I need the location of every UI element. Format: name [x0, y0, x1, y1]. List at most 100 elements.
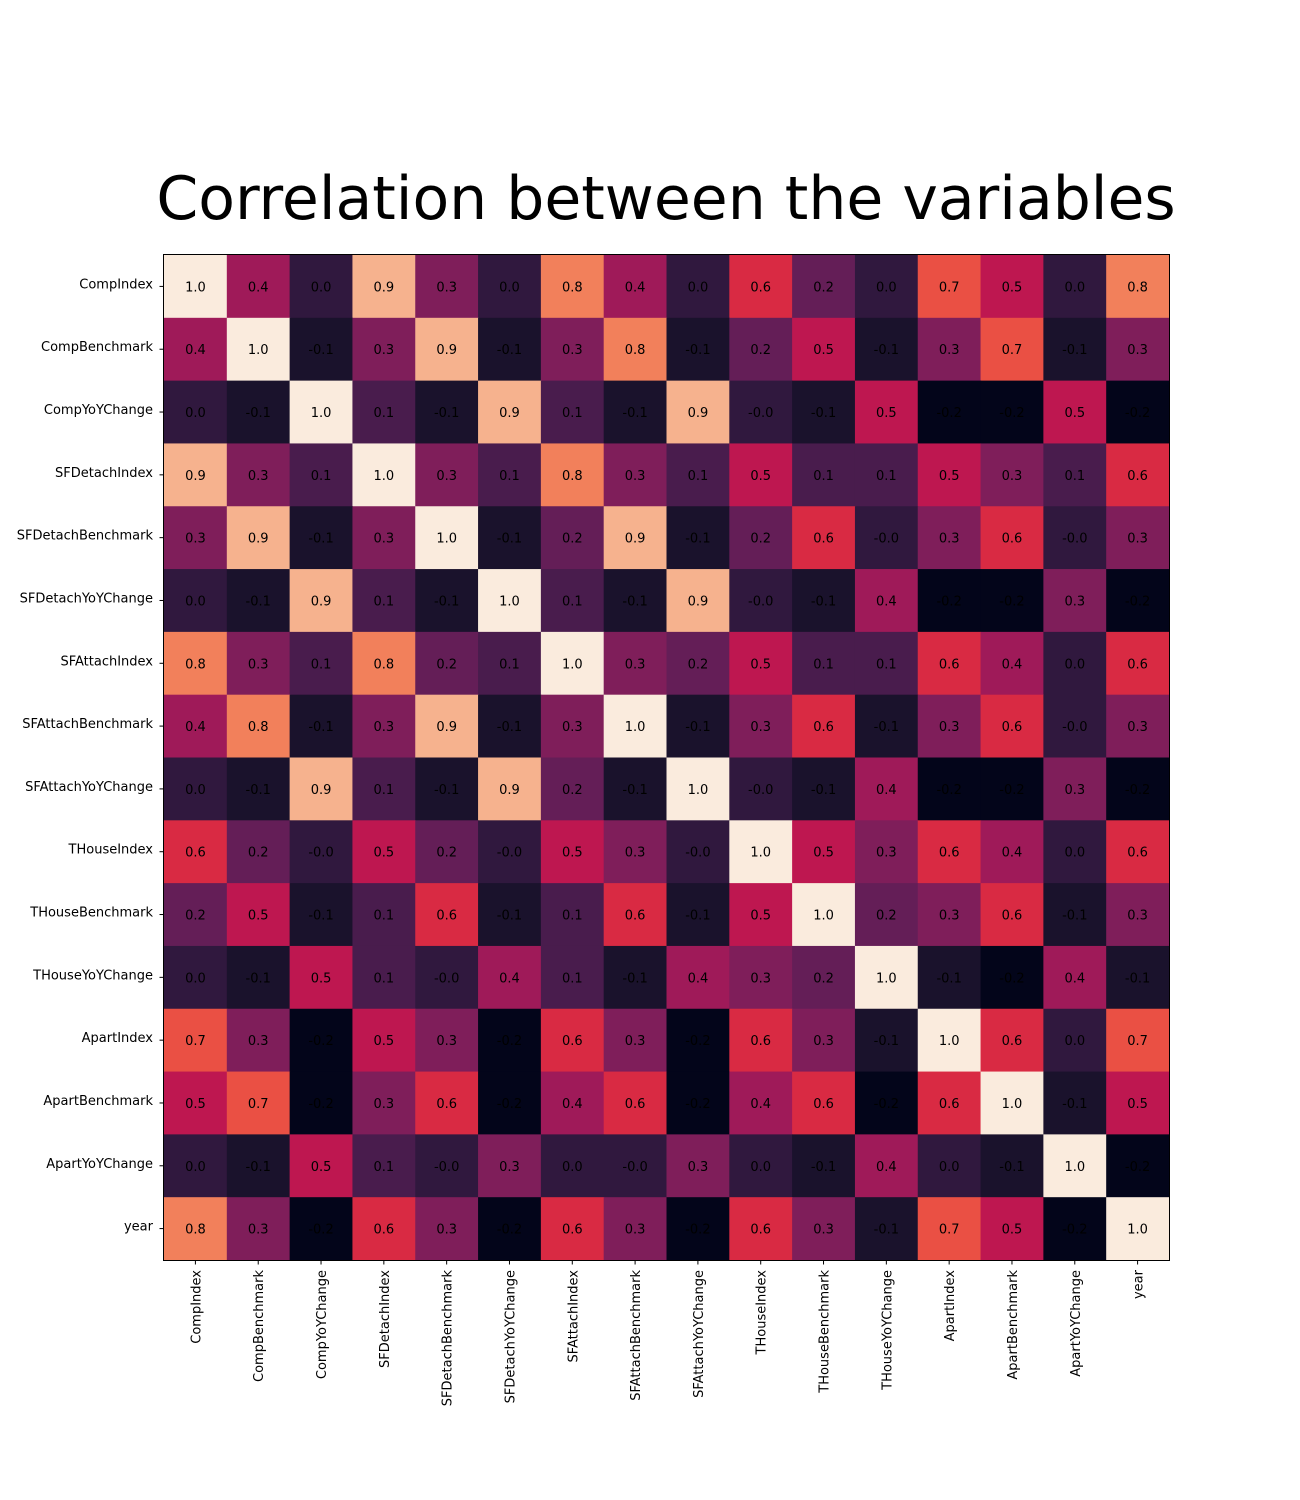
heatmap-cell	[917, 443, 982, 507]
heatmap-cell	[792, 1008, 856, 1073]
heatmap-cell	[478, 631, 542, 696]
cell-value-label: -0.2	[1062, 1223, 1087, 1238]
heatmap-cell	[415, 317, 479, 382]
heatmap-cell	[666, 757, 730, 821]
heatmap-cell	[854, 631, 919, 696]
heatmap-cell	[289, 631, 354, 696]
cell-value-label: 1.0	[185, 280, 206, 295]
cell-value-label: 0.4	[185, 343, 206, 358]
cell-value-label: -0.2	[308, 1223, 333, 1238]
heatmap-cell	[666, 1134, 730, 1198]
cell-value-label: -0.1	[685, 532, 710, 547]
cell-value-label: 0.1	[562, 909, 583, 924]
cell-value-label: 0.0	[688, 280, 709, 295]
cell-value-label: -0.1	[622, 971, 647, 986]
heatmap-cell	[917, 945, 982, 1010]
cell-value-label: 1.0	[1127, 1223, 1148, 1238]
heatmap-cell	[352, 569, 416, 633]
heatmap-cell	[352, 380, 416, 445]
heatmap-cell	[917, 694, 982, 759]
x-tick-label: THouseYoYChange	[880, 1270, 895, 1391]
cell-value-label: 0.2	[436, 657, 457, 672]
cell-value-label: -0.2	[1125, 406, 1150, 421]
heatmap-cell	[1106, 255, 1170, 319]
cell-value-label: -0.2	[308, 1034, 333, 1049]
cell-value-label: 0.0	[562, 1160, 583, 1175]
heatmap-cell	[164, 317, 228, 382]
heatmap-cell	[1106, 380, 1170, 445]
y-tick-label: year	[124, 1220, 154, 1235]
y-tick-label: THouseYoYChange	[32, 968, 153, 983]
heatmap-cell	[603, 443, 668, 507]
cell-value-label: 0.2	[876, 909, 897, 924]
heatmap-cell	[415, 1134, 479, 1198]
cell-value-label: 0.5	[1064, 406, 1085, 421]
cell-value-label: 0.7	[939, 280, 960, 295]
cell-value-label: 0.6	[813, 532, 834, 547]
heatmap-cell	[478, 569, 542, 633]
cell-value-label: -0.1	[434, 406, 459, 421]
y-tick-label: SFAttachYoYChange	[25, 780, 153, 795]
heatmap-cell	[729, 380, 793, 445]
cell-value-label: 0.4	[750, 1097, 771, 1112]
cell-value-label: 0.9	[688, 406, 709, 421]
cell-value-label: 0.8	[185, 1223, 206, 1238]
heatmap-cell	[792, 1134, 856, 1198]
cell-value-label: 0.3	[625, 846, 646, 861]
heatmap-cell	[478, 317, 542, 382]
heatmap-cell	[980, 945, 1044, 1010]
heatmap-cell	[289, 883, 354, 947]
cell-value-label: 0.6	[625, 909, 646, 924]
x-tick-label: year	[1132, 1269, 1147, 1299]
cell-value-label: 0.6	[939, 1097, 960, 1112]
heatmap-cell	[729, 820, 793, 884]
cell-value-label: 0.2	[562, 532, 583, 547]
y-tick-label: SFAttachIndex	[60, 654, 153, 669]
cell-value-label: -0.1	[811, 783, 836, 798]
heatmap-cell	[540, 883, 605, 947]
heatmap-cell-labels: 1.0 0.4 0.0 0.9 0.3 0.0 0.8 0.4 0.0 0.6 0.2 0.0 0.7 0…	[185, 280, 1150, 1237]
heatmap-cell	[164, 255, 228, 319]
cell-value-label: 0.6	[374, 1223, 395, 1238]
cell-value-label: 0.9	[311, 783, 332, 798]
cell-value-label: 0.1	[374, 971, 395, 986]
heatmap-cell	[226, 883, 291, 947]
cell-value-label: 0.0	[185, 1160, 206, 1175]
heatmap-cell	[1106, 883, 1170, 947]
cell-value-label: -0.1	[685, 720, 710, 735]
heatmap-cell	[415, 1197, 479, 1261]
heatmap-cell	[226, 757, 291, 821]
cell-value-label: -0.1	[246, 1160, 271, 1175]
cell-value-label: 0.4	[499, 971, 520, 986]
y-tick-label: THouseBenchmark	[29, 906, 153, 921]
cell-value-label: 0.3	[248, 469, 269, 484]
cell-value-label: 1.0	[311, 406, 332, 421]
heatmap-cell	[540, 1071, 605, 1135]
heatmap-cell	[540, 757, 605, 821]
heatmap-cell	[980, 380, 1044, 445]
heatmap-cell	[854, 443, 919, 507]
heatmap-cell	[729, 1008, 793, 1073]
cell-value-label: 1.0	[499, 594, 520, 609]
heatmap-cell	[1043, 820, 1107, 884]
cell-value-label: 1.0	[374, 469, 395, 484]
heatmap-cell	[603, 631, 668, 696]
heatmap-cell	[854, 1134, 919, 1198]
cell-value-label: 0.5	[1002, 280, 1023, 295]
heatmap-cell	[917, 631, 982, 696]
heatmap-cell	[164, 1008, 228, 1073]
heatmap-cell	[478, 757, 542, 821]
heatmap-cell	[478, 255, 542, 319]
cell-value-label: -0.1	[622, 594, 647, 609]
cell-value-label: 0.1	[374, 406, 395, 421]
cell-value-label: 0.1	[1064, 469, 1085, 484]
cell-value-label: 0.6	[1127, 657, 1148, 672]
heatmap-cell	[226, 820, 291, 884]
cell-value-label: 0.3	[813, 1223, 834, 1238]
cell-value-label: 0.5	[248, 909, 269, 924]
cell-value-label: -0.1	[308, 720, 333, 735]
heatmap-cell	[352, 1197, 416, 1261]
heatmap-cell	[603, 506, 668, 570]
cell-value-label: -0.0	[685, 846, 710, 861]
cell-value-label: 0.9	[436, 343, 457, 358]
